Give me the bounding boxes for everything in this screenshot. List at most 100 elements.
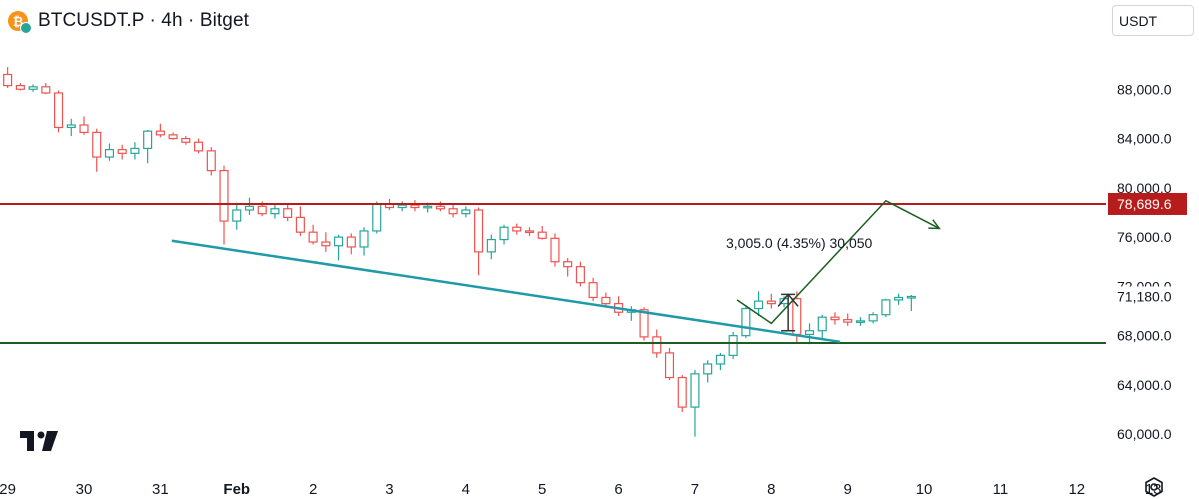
candle <box>270 205 280 219</box>
candle <box>3 67 13 89</box>
candle <box>104 143 115 161</box>
candle <box>244 197 255 215</box>
candle-body <box>512 226 522 232</box>
candle <box>397 201 407 212</box>
candle <box>843 313 853 326</box>
candle-body <box>54 92 64 129</box>
candle <box>461 206 471 218</box>
candle <box>168 132 178 140</box>
candle-body <box>715 354 725 365</box>
candle <box>308 224 318 245</box>
currency-select[interactable]: USDT <box>1112 5 1194 36</box>
current-price-badge <box>1108 286 1187 307</box>
y-tick-label: 80,000.0 <box>1117 180 1172 196</box>
candle <box>575 261 585 287</box>
candle-body <box>308 231 318 243</box>
candles <box>3 67 916 437</box>
price-axis: 88,000.084,000.080,000.076,000.072,000.0… <box>1117 81 1172 442</box>
candle <box>512 223 522 235</box>
candle <box>372 201 382 234</box>
candle <box>703 360 713 383</box>
candle <box>359 227 369 256</box>
candle-body <box>283 208 293 218</box>
candle-body <box>575 266 585 284</box>
x-tick-label: 5 <box>538 481 546 498</box>
candle <box>563 258 573 277</box>
bitcoin-icon: ₿ <box>8 11 32 34</box>
candle-body <box>92 131 102 158</box>
candle <box>92 128 102 172</box>
candle <box>537 226 547 240</box>
candle-body <box>104 149 115 158</box>
candle <box>754 291 764 316</box>
candle-body <box>881 299 891 316</box>
candle-body <box>423 205 433 209</box>
x-tick-label: 10 <box>916 481 933 498</box>
candle <box>155 123 165 138</box>
candle-body <box>486 238 496 253</box>
candle-body <box>181 137 191 143</box>
candle-body <box>588 282 598 299</box>
candle-body <box>804 330 815 336</box>
candle <box>435 201 445 212</box>
candle-body <box>461 209 471 215</box>
symbol-header[interactable]: ₿ BTCUSDT.P · 4h · Bitget <box>8 8 256 34</box>
candle <box>626 306 636 321</box>
candle-body <box>334 236 344 247</box>
candle-body <box>372 203 382 232</box>
current-price-label: 71,180.0 <box>1117 288 1172 304</box>
candle-body <box>295 216 305 233</box>
candle <box>41 83 51 95</box>
y-tick-label: 88,000.0 <box>1117 81 1172 97</box>
candle-body <box>397 204 407 209</box>
candle-body <box>3 73 13 87</box>
candle-body <box>690 373 700 408</box>
candle-body <box>359 230 369 248</box>
candle-body <box>66 124 76 129</box>
candle <box>474 207 484 276</box>
candle-body <box>524 230 535 234</box>
candle <box>28 84 38 92</box>
candle <box>219 165 229 245</box>
candle-body <box>754 300 764 310</box>
candle <box>601 292 611 308</box>
candle <box>54 90 64 133</box>
candle-body <box>550 237 560 263</box>
candle <box>232 202 242 230</box>
candle-body <box>410 204 420 209</box>
candle <box>664 347 675 380</box>
chart-title[interactable]: BTCUSDT.P · 4h · Bitget <box>38 10 250 31</box>
candle-body <box>79 124 89 133</box>
candle <box>499 224 509 245</box>
candle <box>614 296 624 316</box>
candle <box>181 136 191 145</box>
candle-body <box>130 147 140 154</box>
candle <box>715 352 725 371</box>
candle <box>868 312 878 324</box>
candle <box>15 83 25 91</box>
candle <box>410 200 420 212</box>
candle <box>79 116 89 135</box>
x-tick-label: 31 <box>152 481 169 498</box>
candle-body <box>601 296 611 305</box>
bitcoin-glyph: ₿ <box>12 13 24 29</box>
y-tick-label: 60,000.0 <box>1117 426 1172 442</box>
y-tick-label: 64,000.0 <box>1117 377 1172 393</box>
candle <box>766 293 776 309</box>
settings-icon[interactable] <box>1143 476 1165 498</box>
candle <box>117 144 127 160</box>
candle-body <box>855 320 865 323</box>
candle-body <box>270 208 280 215</box>
x-tick-label: 4 <box>462 481 470 498</box>
candle <box>855 317 865 326</box>
candle <box>524 227 535 236</box>
candle <box>206 147 216 176</box>
candle-body <box>830 316 840 321</box>
candle <box>677 375 687 413</box>
x-tick-label: 12 <box>1068 481 1085 498</box>
candle <box>906 295 916 312</box>
annotations: 3,005.0 (4.35%) 30,050 <box>0 199 1106 345</box>
projection-path <box>736 199 940 325</box>
candle <box>486 234 496 260</box>
